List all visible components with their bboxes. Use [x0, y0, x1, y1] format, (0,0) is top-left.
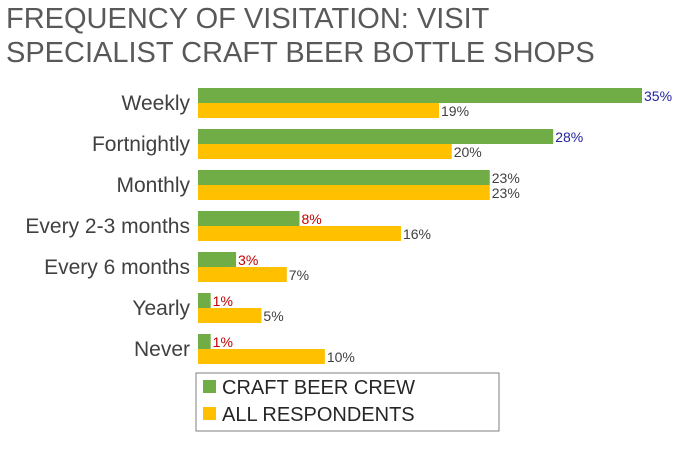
legend-swatch-all-respondents: [203, 407, 216, 420]
category-label-monthly: Monthly: [116, 174, 190, 197]
data-label-craft-beer-crew-fortnightly: 28%: [555, 129, 583, 145]
data-label-all-respondents-every-2-3-months: 16%: [403, 226, 431, 242]
data-label-all-respondents-fortnightly: 20%: [454, 144, 482, 160]
bar-all-respondents-never: [198, 349, 325, 364]
bar-craft-beer-crew-fortnightly: [198, 129, 553, 144]
category-label-yearly: Yearly: [132, 297, 190, 320]
legend-swatch-craft-beer-crew: [203, 380, 216, 393]
data-label-all-respondents-never: 10%: [327, 349, 355, 365]
bar-all-respondents-every-6-months: [198, 267, 287, 282]
data-label-craft-beer-crew-never: 1%: [213, 334, 233, 350]
bar-all-respondents-monthly: [198, 185, 490, 200]
data-label-craft-beer-crew-monthly: 23%: [492, 170, 520, 186]
bar-all-respondents-every-2-3-months: [198, 226, 401, 241]
bar-craft-beer-crew-monthly: [198, 170, 490, 185]
category-label-never: Never: [134, 338, 190, 361]
bar-all-respondents-fortnightly: [198, 144, 452, 159]
data-label-craft-beer-crew-weekly: 35%: [644, 88, 672, 104]
bar-craft-beer-crew-never: [198, 334, 211, 349]
data-label-all-respondents-weekly: 19%: [441, 103, 469, 119]
bar-craft-beer-crew-yearly: [198, 293, 211, 308]
data-label-craft-beer-crew-yearly: 1%: [213, 293, 233, 309]
bar-craft-beer-crew-every-2-3-months: [198, 211, 299, 226]
data-label-all-respondents-yearly: 5%: [263, 308, 283, 324]
data-label-all-respondents-every-6-months: 7%: [289, 267, 309, 283]
data-label-craft-beer-crew-every-6-months: 3%: [238, 252, 258, 268]
legend-label-all-respondents: ALL RESPONDENTS: [222, 404, 415, 426]
chart-title-line-1: FREQUENCY OF VISITATION: VISIT: [6, 3, 490, 35]
bar-craft-beer-crew-weekly: [198, 88, 642, 103]
category-label-every-6-months: Every 6 months: [44, 256, 190, 279]
legend: CRAFT BEER CREW ALL RESPONDENTS: [196, 373, 499, 431]
chart-title-line-2: SPECIALIST CRAFT BEER BOTTLE SHOPS: [6, 37, 595, 69]
category-label-fortnightly: Fortnightly: [92, 133, 191, 156]
legend-label-craft-beer-crew: CRAFT BEER CREW: [222, 377, 415, 399]
bar-craft-beer-crew-every-6-months: [198, 252, 236, 267]
category-label-weekly: Weekly: [122, 92, 191, 115]
plot-area: Weekly 35% 19% Fortnightly 28% 20% Monthly 23%2…: [25, 88, 672, 365]
bar-all-respondents-weekly: [198, 103, 439, 118]
category-label-every-2-3-months: Every 2-3 months: [25, 215, 190, 238]
bar-all-respondents-yearly: [198, 308, 261, 323]
data-label-all-respondents-monthly: 23%: [492, 185, 520, 201]
data-label-craft-beer-crew-every-2-3-months: 8%: [301, 211, 321, 227]
